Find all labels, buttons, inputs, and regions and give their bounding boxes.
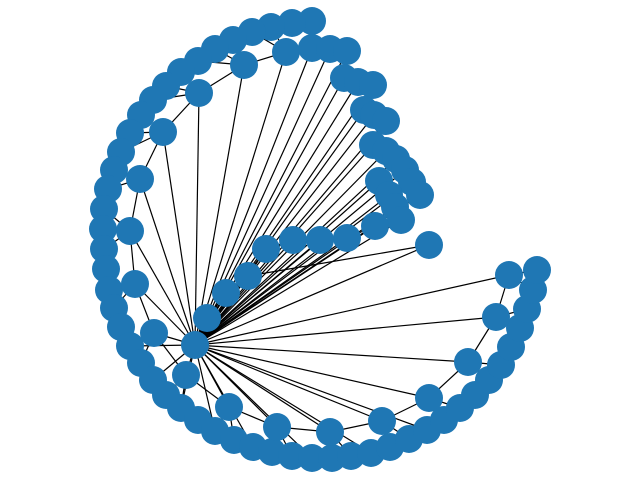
graph-node bbox=[230, 51, 258, 79]
graph-edge bbox=[194, 181, 413, 346]
graph-node bbox=[126, 165, 154, 193]
graph-edge bbox=[194, 51, 287, 346]
graph-node bbox=[316, 418, 344, 446]
graph-edge bbox=[247, 244, 430, 277]
graph-node bbox=[415, 384, 443, 412]
graph-edge bbox=[194, 344, 313, 459]
graph-edge bbox=[194, 275, 249, 346]
graph-edge bbox=[129, 230, 196, 346]
graph-edge bbox=[194, 316, 497, 346]
graph-node bbox=[387, 206, 415, 234]
graph-node bbox=[406, 181, 434, 209]
graph-node bbox=[372, 107, 400, 135]
graph-node bbox=[495, 261, 523, 289]
graph-edge bbox=[194, 344, 216, 432]
graph-edge bbox=[194, 81, 359, 346]
graph-node bbox=[252, 235, 280, 263]
graph-node bbox=[212, 279, 240, 307]
graph-node bbox=[90, 195, 118, 223]
graph-edge bbox=[194, 180, 380, 346]
graph-node bbox=[140, 319, 168, 347]
graph-node bbox=[172, 361, 200, 389]
graph-hub-node bbox=[181, 331, 209, 359]
graph-node bbox=[263, 413, 291, 441]
graph-node bbox=[361, 212, 389, 240]
graph-node bbox=[368, 407, 396, 435]
graph-node bbox=[279, 226, 307, 254]
graph-node bbox=[454, 348, 482, 376]
graph-node bbox=[185, 79, 213, 107]
graph-node bbox=[149, 118, 177, 146]
graph-edge bbox=[194, 344, 469, 363]
graph-node bbox=[89, 215, 117, 243]
graph-node bbox=[298, 444, 326, 472]
graph-node bbox=[116, 217, 144, 245]
graph-node bbox=[333, 224, 361, 252]
graph-edge bbox=[194, 64, 245, 346]
graph-node bbox=[306, 226, 334, 254]
graph-edge bbox=[194, 219, 402, 346]
graph-node bbox=[121, 270, 149, 298]
graph-node bbox=[333, 37, 361, 65]
graph-edge bbox=[194, 237, 348, 346]
graph-node bbox=[482, 303, 510, 331]
graph-node bbox=[215, 393, 243, 421]
graph-node bbox=[523, 256, 551, 284]
graph-edge bbox=[194, 244, 430, 346]
graph-edge bbox=[194, 194, 390, 346]
graph-node bbox=[415, 231, 443, 259]
graph-node bbox=[234, 262, 262, 290]
graph-node bbox=[92, 255, 120, 283]
graph-edge bbox=[194, 92, 200, 346]
graph-node bbox=[359, 71, 387, 99]
graph-edge bbox=[194, 274, 510, 346]
graph-edge bbox=[162, 131, 196, 346]
graph-node bbox=[272, 38, 300, 66]
graph-edge bbox=[194, 344, 383, 422]
graph-node bbox=[278, 9, 306, 37]
graph-node bbox=[193, 304, 221, 332]
graph-edge bbox=[194, 344, 430, 399]
graph-nodes bbox=[89, 7, 551, 472]
graph-edge bbox=[134, 283, 196, 346]
graph-edge bbox=[139, 178, 196, 346]
